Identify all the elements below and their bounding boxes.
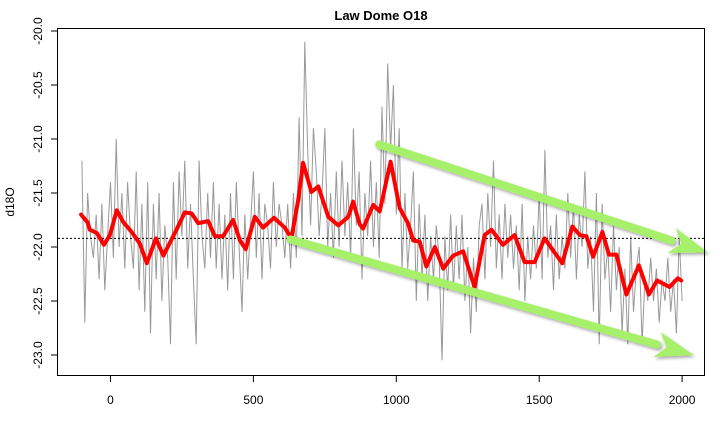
x-tick-label: 2000 bbox=[669, 393, 696, 407]
y-tick-label: -21.5 bbox=[31, 179, 45, 207]
plot-area bbox=[58, 41, 708, 361]
x-axis: 0 500 1000 1500 2000 bbox=[107, 376, 696, 407]
y-tick-label: -20.5 bbox=[31, 71, 45, 99]
y-axis: -20.0 -20.5 -21.0 -21.5 -22.0 -22.5 -23.0 bbox=[31, 17, 58, 369]
x-tick-label: 0 bbox=[107, 393, 114, 407]
y-tick-label: -23.0 bbox=[31, 341, 45, 369]
arrow-shaft bbox=[375, 140, 676, 245]
x-tick-label: 1000 bbox=[383, 393, 410, 407]
smoothed-series-line bbox=[79, 159, 684, 297]
y-tick-label: -21.0 bbox=[31, 125, 45, 153]
y-axis-label: d18O bbox=[3, 187, 17, 216]
y-tick-label: -22.0 bbox=[31, 233, 45, 261]
plot-frame bbox=[57, 28, 705, 376]
arrow-shaft bbox=[286, 235, 662, 349]
trend-arrow bbox=[286, 235, 694, 358]
y-tick-label: -22.5 bbox=[31, 287, 45, 315]
arrow-head bbox=[653, 332, 694, 358]
x-tick-label: 1500 bbox=[526, 393, 553, 407]
arrow-head bbox=[667, 228, 708, 253]
y-tick-label: -20.0 bbox=[31, 17, 45, 45]
trend-arrow bbox=[375, 140, 708, 253]
chart-title: Law Dome O18 bbox=[334, 8, 427, 23]
raw-series-line bbox=[81, 41, 683, 361]
x-tick-label: 500 bbox=[243, 393, 263, 407]
